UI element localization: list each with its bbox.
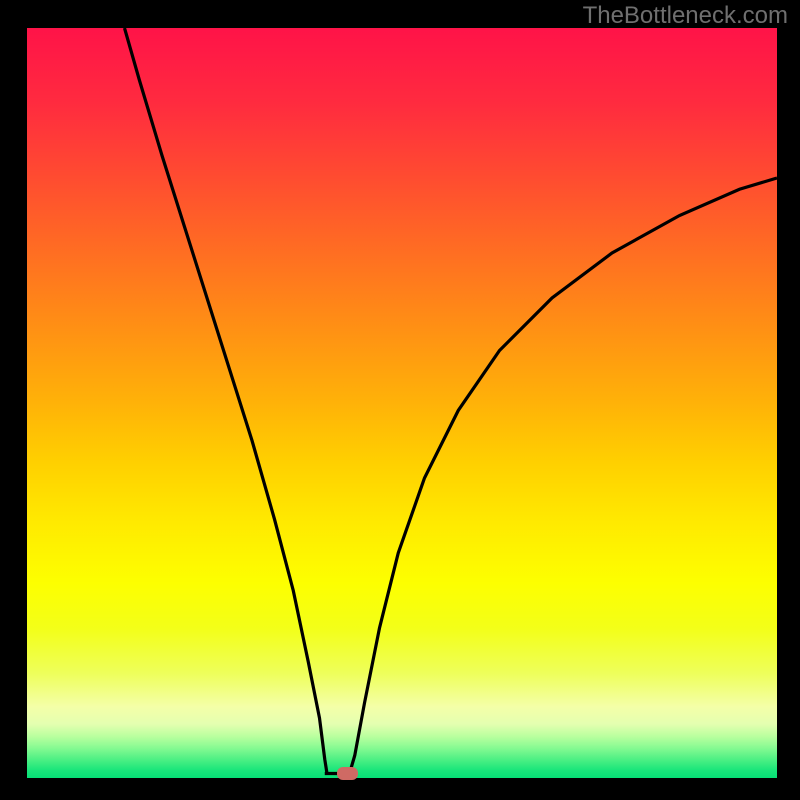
watermark-label: TheBottleneck.com: [583, 2, 788, 30]
plot-area: [27, 28, 777, 778]
curve-path: [125, 28, 778, 774]
bottleneck-curve: [27, 28, 777, 778]
optimal-point-marker: [337, 767, 358, 780]
chart-frame: TheBottleneck.com: [0, 0, 800, 800]
